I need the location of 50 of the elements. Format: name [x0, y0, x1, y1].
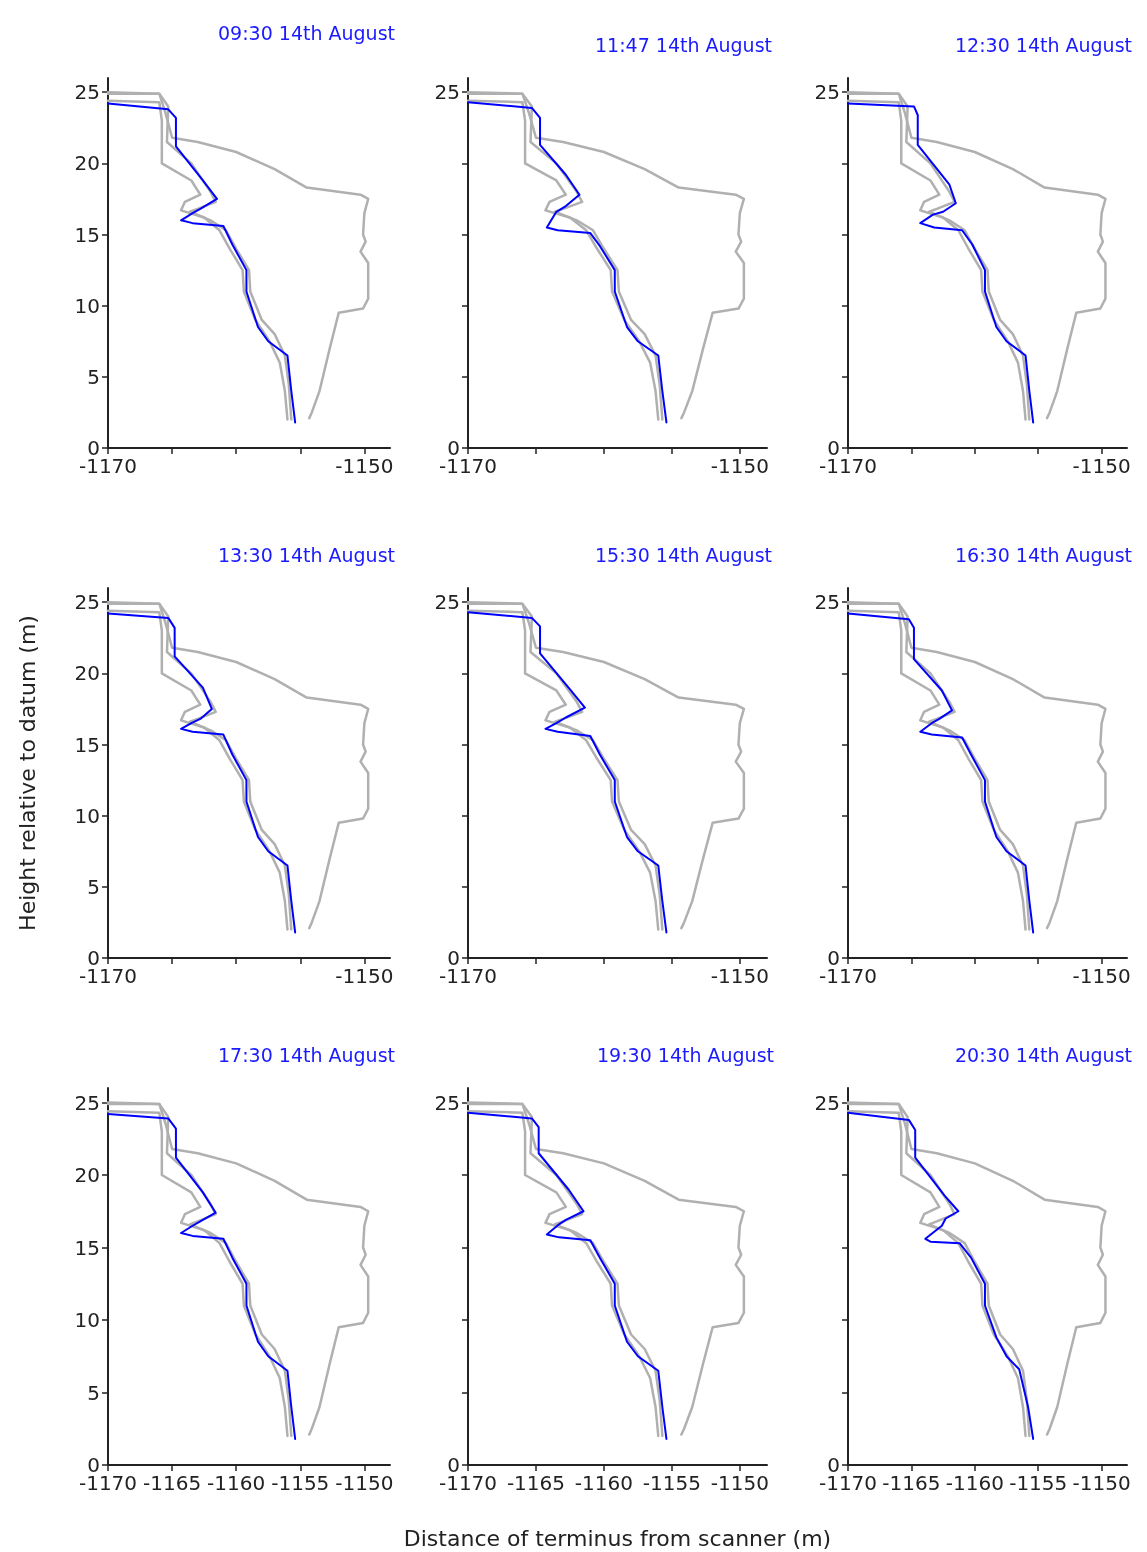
- chart-title: 11:47 14th August: [595, 33, 773, 56]
- y-tick-label: 25: [814, 1090, 840, 1115]
- x-tick-label: -1150: [1072, 1471, 1131, 1495]
- y-tick-label: 25: [74, 590, 100, 615]
- chart-title: 13:30 14th August: [218, 543, 396, 566]
- y-tick-label: 20: [74, 661, 100, 686]
- y-axis-title: Height relative to datum (m): [14, 615, 40, 931]
- x-tick-label: -1150: [1072, 454, 1131, 478]
- x-tick-label: -1150: [710, 1471, 769, 1495]
- y-tick-label: 5: [87, 1380, 100, 1405]
- x-tick-label: -1155: [271, 1471, 330, 1495]
- x-tick-label: -1155: [1009, 1471, 1068, 1495]
- y-tick-label: 25: [74, 80, 100, 105]
- y-tick-label: 15: [74, 1235, 100, 1260]
- x-tick-label: -1150: [710, 964, 769, 988]
- chart-title: 19:30 14th August: [597, 1043, 775, 1066]
- x-tick-label: -1150: [335, 964, 394, 988]
- y-tick-label: 5: [87, 874, 100, 899]
- x-axis-title: Distance of terminus from scanner (m): [403, 1525, 832, 1551]
- y-tick-label: 5: [87, 364, 100, 389]
- y-tick-label: 10: [74, 803, 100, 828]
- x-tick-label: -1155: [642, 1471, 701, 1495]
- y-tick-label: 25: [434, 590, 460, 615]
- y-tick-label: 25: [74, 1090, 100, 1115]
- x-tick-label: -1160: [574, 1471, 633, 1495]
- y-tick-label: 25: [434, 80, 460, 105]
- x-tick-label: -1160: [945, 1471, 1004, 1495]
- chart-title: 12:30 14th August: [955, 33, 1133, 56]
- y-tick-label: 25: [814, 590, 840, 615]
- chart-title: 17:30 14th August: [218, 1043, 396, 1066]
- x-tick-label: -1165: [882, 1471, 941, 1495]
- chart-title: 09:30 14th August: [218, 21, 396, 44]
- x-tick-label: -1165: [506, 1471, 566, 1495]
- chart-title: 15:30 14th August: [595, 543, 773, 566]
- y-tick-label: 25: [814, 80, 840, 105]
- x-tick-label: -1165: [143, 1471, 202, 1495]
- y-tick-label: 15: [74, 732, 100, 757]
- x-tick-label: -1150: [335, 454, 394, 478]
- x-tick-label: -1150: [335, 1471, 394, 1495]
- chart-title: 20:30 14th August: [955, 1043, 1133, 1066]
- x-tick-label: -1160: [207, 1471, 266, 1495]
- y-tick-label: 15: [74, 222, 100, 247]
- y-tick-label: 10: [74, 293, 100, 318]
- y-tick-label: 20: [74, 151, 100, 176]
- y-tick-label: 10: [74, 1308, 100, 1332]
- x-tick-label: -1150: [710, 454, 769, 478]
- y-tick-label: 25: [434, 1090, 460, 1115]
- y-tick-label: 20: [74, 1163, 100, 1187]
- chart-title: 16:30 14th August: [955, 543, 1133, 566]
- x-tick-label: -1150: [1072, 964, 1131, 988]
